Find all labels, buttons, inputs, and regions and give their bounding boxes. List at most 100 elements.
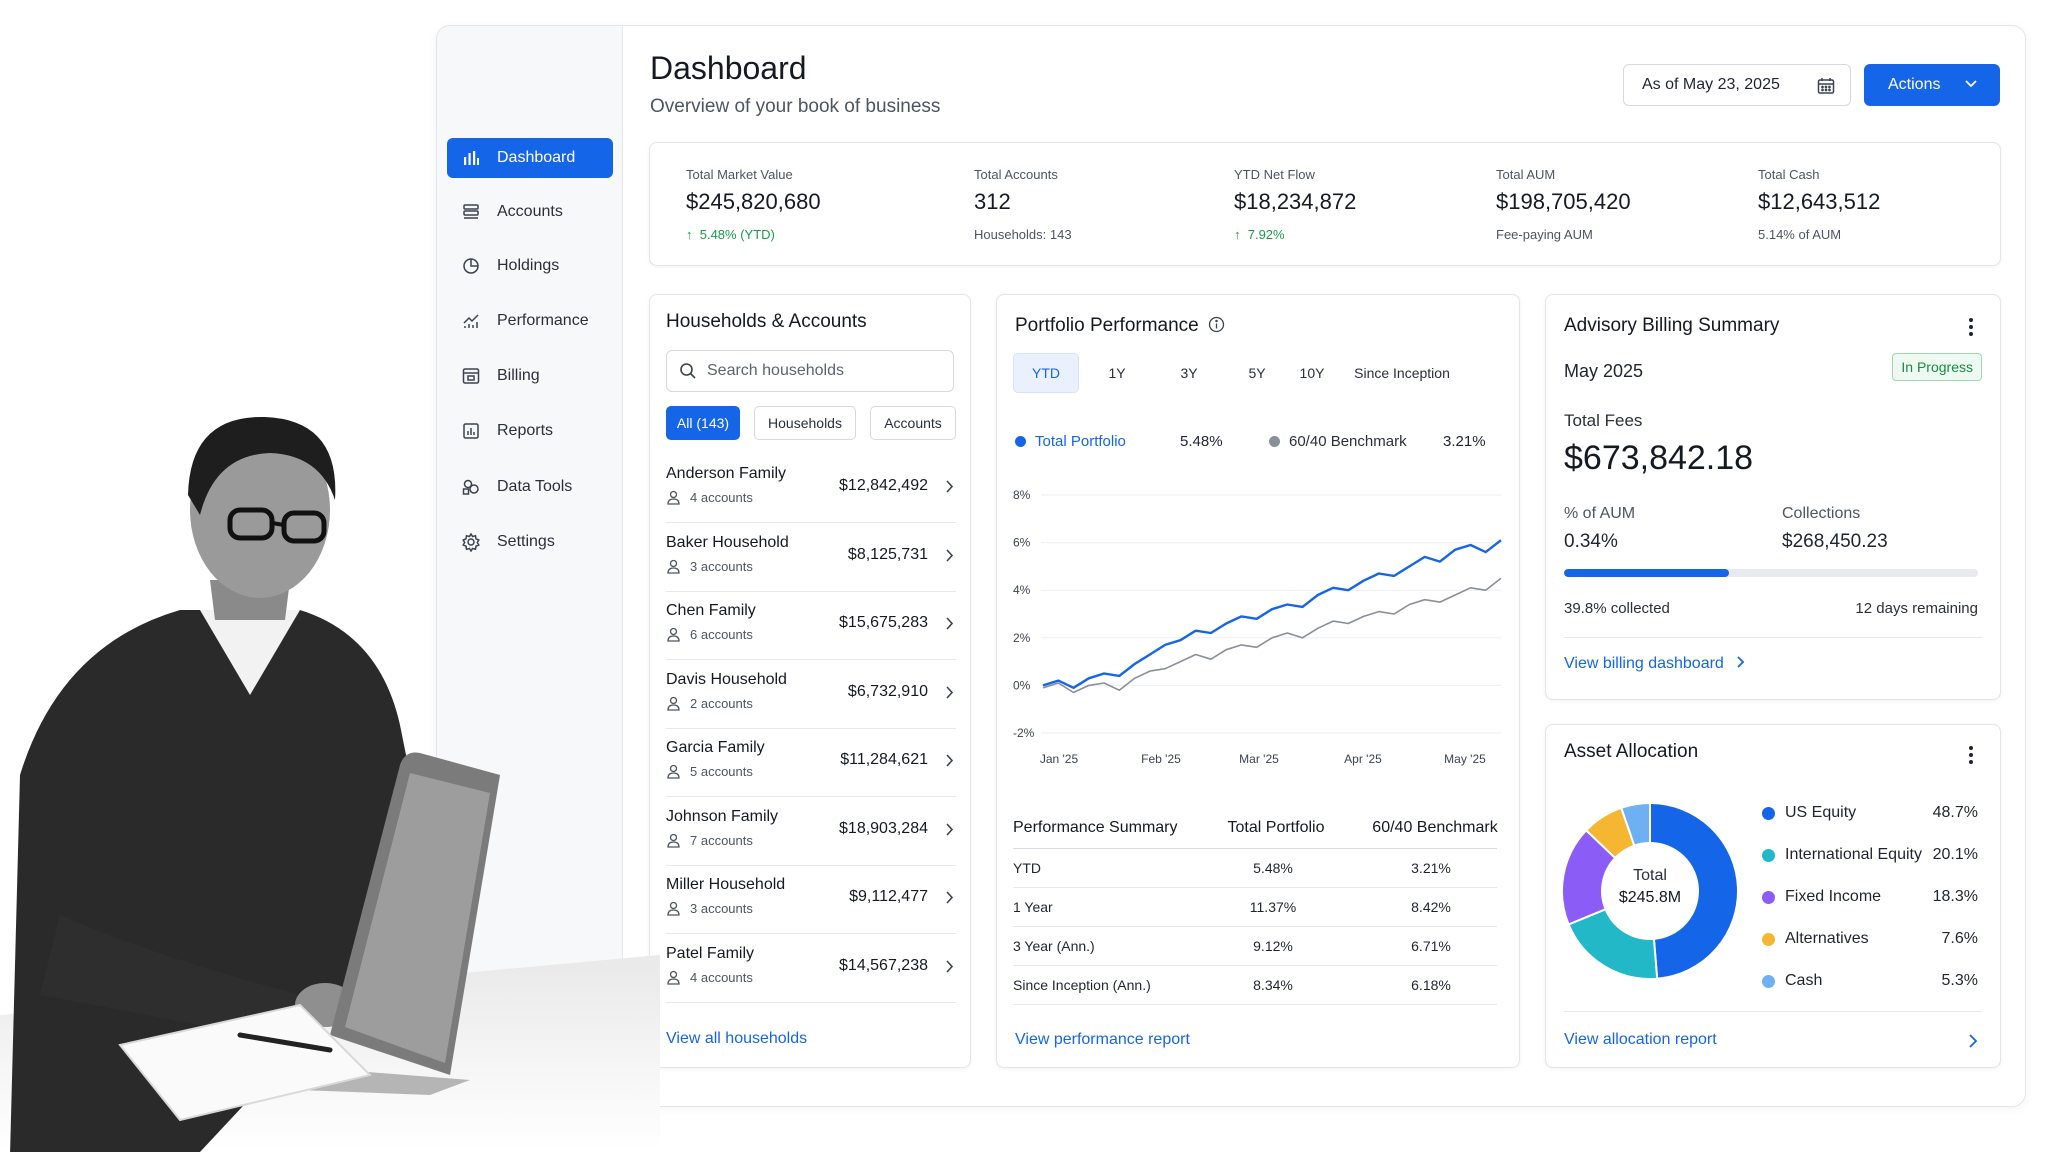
donut-slice-us-equity: [1649, 801, 1740, 980]
household-accounts: 4 accounts: [690, 490, 753, 505]
legend-dot: [1015, 436, 1026, 447]
sidebar-item-holdings[interactable]: Holdings: [447, 246, 613, 286]
x-tick-label: Feb '25: [1141, 752, 1181, 766]
person-icon: [667, 627, 680, 642]
legend-dot: [1762, 806, 1775, 820]
search-input[interactable]: [707, 362, 937, 380]
legend-value: 5.3%: [1941, 972, 1978, 989]
filter-all[interactable]: All (143): [666, 406, 740, 440]
sidebar-item-reports[interactable]: Reports: [447, 411, 613, 451]
period-3y[interactable]: 3Y: [1180, 365, 1198, 381]
period-since-inception[interactable]: Since Inception: [1354, 365, 1450, 381]
more-options-icon[interactable]: [1968, 317, 1974, 337]
table-header: 60/40 Benchmark: [1372, 818, 1498, 836]
page-title: Dashboard: [650, 50, 807, 86]
view-all-households-link[interactable]: View all households: [666, 1030, 808, 1047]
legend-value: 7.6%: [1941, 930, 1978, 947]
household-row[interactable]: Patel Family 4 accounts $14,567,238: [666, 935, 956, 1003]
household-value: $18,903,284: [839, 819, 928, 837]
advisor-photo: [0, 416, 660, 1152]
donut-center-value: $245.8M: [1618, 889, 1682, 906]
app-window: Dashboard Accounts Holdings Performance …: [436, 25, 2026, 1107]
allocation-legend-item: International Equity 20.1%: [1762, 843, 1978, 867]
performance-title-text: Portfolio Performance: [1015, 315, 1199, 336]
sidebar-item-label: Reports: [497, 422, 554, 439]
asset-allocation-card: Asset Allocation Total $245.8M US Equity…: [1545, 724, 2001, 1068]
household-row[interactable]: Miller Household 3 accounts $9,112,477: [666, 866, 956, 934]
period-ytd[interactable]: YTD: [1013, 353, 1079, 393]
chevron-down-icon: [1965, 80, 1977, 88]
table-row: Since Inception (Ann.) 8.34% 6.18%: [1013, 966, 1497, 1005]
kpi-value: $18,234,872: [1234, 189, 1357, 214]
household-name: Davis Household: [666, 670, 787, 688]
household-row[interactable]: Garcia Family 5 accounts $11,284,621: [666, 729, 956, 797]
kpi-note-text: 7.92%: [1247, 227, 1285, 242]
allocation-legend-item: Alternatives 7.6%: [1762, 927, 1978, 951]
household-row[interactable]: Anderson Family 4 accounts $12,842,492: [666, 455, 956, 523]
sidebar-item-label: Settings: [497, 533, 555, 550]
portfolio-performance-card: Portfolio Performance YTD 1Y 3Y 5Y 10Y S…: [996, 294, 1520, 1068]
legend-value: 18.3%: [1932, 888, 1978, 905]
y-tick-label: -2%: [1013, 726, 1035, 740]
legend-dot: [1762, 974, 1775, 988]
sidebar-item-settings[interactable]: Settings: [447, 522, 613, 562]
table-header-row: Performance Summary Total Portfolio 60/4…: [1013, 807, 1498, 849]
invoice-icon: [462, 368, 480, 384]
sidebar-item-billing[interactable]: Billing: [447, 356, 613, 396]
performance-summary-table: Performance Summary Total Portfolio 60/4…: [1013, 807, 1498, 1005]
table-header: Performance Summary: [1013, 818, 1178, 836]
household-value: $6,732,910: [847, 682, 928, 700]
remaining-text: 12 days remaining: [1855, 600, 1978, 617]
as-of-date-picker[interactable]: As of May 23, 2025: [1623, 64, 1851, 106]
person-icon: [667, 764, 680, 779]
filter-households[interactable]: Households: [754, 406, 856, 440]
actions-button[interactable]: Actions: [1864, 64, 2000, 106]
chevron-right-icon: [946, 754, 954, 767]
sidebar-item-label: Accounts: [497, 203, 563, 220]
sidebar-item-performance[interactable]: Performance: [447, 301, 613, 341]
household-row[interactable]: Baker Household 3 accounts $8,125,731: [666, 524, 956, 592]
household-accounts: 2 accounts: [690, 695, 753, 711]
chevron-right-icon: [946, 822, 954, 836]
table-cell: Since Inception (Ann.): [1013, 977, 1151, 993]
filter-accounts[interactable]: Accounts: [870, 406, 956, 440]
sidebar-item-data-tools[interactable]: Data Tools: [447, 467, 613, 507]
view-performance-report-link[interactable]: View performance report: [1015, 1031, 1190, 1048]
table-cell: 8.34%: [1253, 977, 1293, 993]
search-box[interactable]: [666, 350, 954, 392]
shapes-icon: [462, 479, 479, 495]
allocation-legend-item: Fixed Income 18.3%: [1762, 885, 1978, 909]
total-fees-label: Total Fees: [1564, 411, 1643, 430]
chevron-right-icon: [946, 959, 954, 973]
table-cell: 9.12%: [1253, 938, 1293, 954]
household-row[interactable]: Johnson Family 7 accounts $18,903,284: [666, 798, 956, 866]
household-accounts: 3 accounts: [690, 558, 753, 574]
household-row[interactable]: Davis Household 2 accounts $6,732,910: [666, 661, 956, 729]
view-billing-dashboard-link[interactable]: View billing dashboard: [1564, 655, 1746, 673]
chevron-right-icon[interactable]: [1968, 1033, 1978, 1049]
period-10y[interactable]: 10Y: [1299, 365, 1325, 381]
sidebar-item-label: Billing: [497, 367, 540, 384]
chevron-right-icon: [946, 480, 954, 493]
households-title: Households & Accounts: [666, 311, 867, 332]
aum-value: 0.34%: [1564, 531, 1618, 552]
household-row[interactable]: Chen Family 6 accounts $15,675,283: [666, 592, 956, 660]
period-5y[interactable]: 5Y: [1248, 365, 1266, 381]
view-allocation-report-link[interactable]: View allocation report: [1564, 1031, 1717, 1048]
allocation-title: Asset Allocation: [1564, 741, 1699, 762]
period-1y[interactable]: 1Y: [1108, 365, 1126, 381]
sidebar-item-dashboard[interactable]: Dashboard: [447, 138, 613, 178]
date-label: As of May 23, 2025: [1642, 76, 1780, 93]
table-cell: 6.71%: [1411, 938, 1451, 954]
sidebar-item-label: Performance: [497, 312, 589, 329]
more-options-icon[interactable]: [1968, 745, 1974, 765]
arrow-up-icon: ↑: [686, 227, 693, 242]
sidebar-item-accounts[interactable]: Accounts: [447, 192, 613, 232]
info-icon[interactable]: [1208, 316, 1225, 333]
household-value: $15,675,283: [839, 614, 928, 631]
status-badge: In Progress: [1892, 353, 1982, 381]
collections-label: Collections: [1782, 505, 1861, 522]
search-icon: [680, 363, 696, 379]
table-cell: 3.21%: [1411, 860, 1451, 876]
table-cell: 3 Year (Ann.): [1013, 938, 1095, 954]
